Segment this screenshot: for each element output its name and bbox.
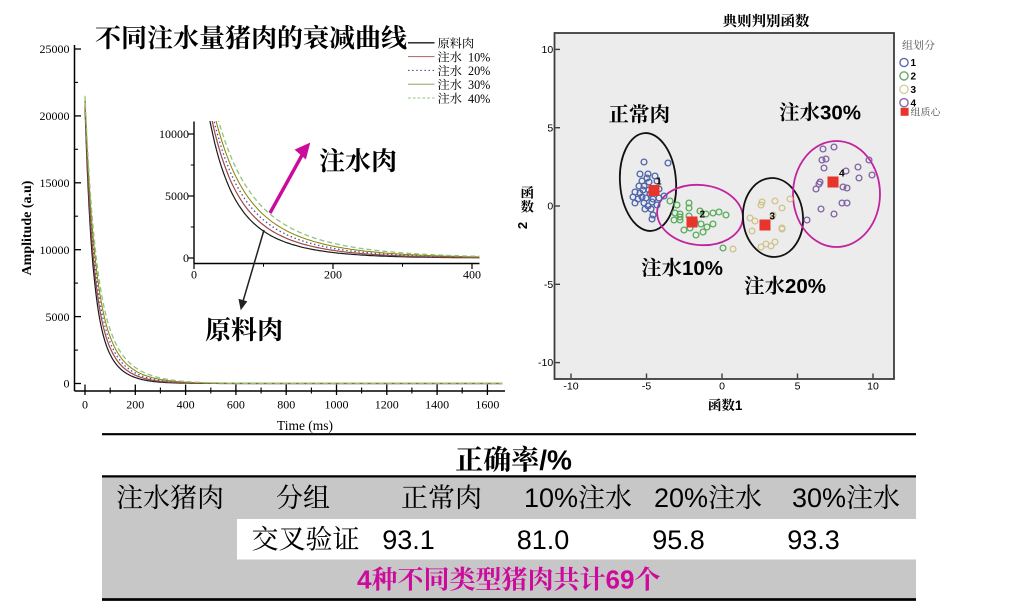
svg-text:93.3: 93.3 [787, 525, 840, 555]
svg-text:95.8: 95.8 [652, 525, 705, 555]
svg-text:4: 4 [839, 169, 845, 180]
svg-text:3: 3 [770, 212, 776, 223]
svg-text:Amplitude (a.u): Amplitude (a.u) [20, 180, 35, 275]
svg-text:400: 400 [177, 398, 195, 412]
svg-text:0: 0 [547, 201, 553, 213]
svg-text:25000: 25000 [40, 42, 70, 56]
svg-text:5: 5 [547, 122, 553, 134]
svg-text:4: 4 [911, 98, 917, 109]
svg-text:10: 10 [867, 381, 879, 393]
svg-text:400: 400 [463, 268, 481, 282]
svg-text:3: 3 [911, 85, 917, 96]
svg-text:2: 2 [515, 222, 530, 229]
svg-text:20%: 20% [462, 64, 490, 78]
svg-text:0: 0 [64, 377, 70, 391]
svg-text:4: 4 [357, 565, 372, 595]
svg-text:93.1: 93.1 [382, 525, 435, 555]
svg-text:30%: 30% [462, 78, 490, 92]
svg-text:5: 5 [795, 381, 801, 393]
svg-text:/%: /% [539, 445, 572, 476]
svg-text:5000: 5000 [165, 189, 189, 203]
svg-text:0: 0 [719, 381, 725, 393]
svg-text:10%: 10% [524, 483, 578, 513]
svg-text:81.0: 81.0 [517, 525, 570, 555]
svg-text:10: 10 [542, 44, 554, 56]
svg-text:800: 800 [277, 398, 295, 412]
svg-text:30%: 30% [820, 102, 861, 125]
svg-text:20%: 20% [654, 483, 708, 513]
svg-text:1200: 1200 [375, 398, 399, 412]
svg-text:30%: 30% [792, 483, 846, 513]
svg-text:1: 1 [911, 58, 917, 69]
svg-text:20%: 20% [785, 275, 826, 298]
svg-text:0: 0 [191, 268, 197, 282]
svg-text:200: 200 [324, 268, 342, 282]
svg-text:20000: 20000 [40, 109, 70, 123]
svg-text:10%: 10% [682, 257, 723, 280]
svg-text:40%: 40% [462, 92, 490, 106]
svg-text:-5: -5 [544, 279, 553, 291]
svg-text:1400: 1400 [425, 398, 449, 412]
svg-text:2: 2 [911, 72, 917, 83]
svg-text:15000: 15000 [40, 176, 70, 190]
svg-text:69: 69 [606, 565, 635, 595]
svg-text:2: 2 [700, 210, 706, 221]
svg-text:Time (ms): Time (ms) [277, 418, 333, 433]
svg-text:10%: 10% [462, 50, 490, 64]
svg-text:10000: 10000 [159, 127, 189, 141]
svg-text:1000: 1000 [325, 398, 349, 412]
svg-text:-5: -5 [642, 381, 651, 393]
svg-text:600: 600 [227, 398, 245, 412]
svg-text:5000: 5000 [46, 310, 70, 324]
svg-text:-10: -10 [563, 381, 578, 393]
svg-text:0: 0 [183, 251, 189, 265]
svg-text:1600: 1600 [475, 398, 499, 412]
svg-text:1: 1 [656, 177, 662, 188]
svg-text:1: 1 [735, 398, 743, 413]
svg-text:10000: 10000 [40, 243, 70, 257]
svg-text:-10: -10 [538, 357, 553, 369]
svg-text:200: 200 [126, 398, 144, 412]
svg-text:0: 0 [82, 398, 88, 412]
